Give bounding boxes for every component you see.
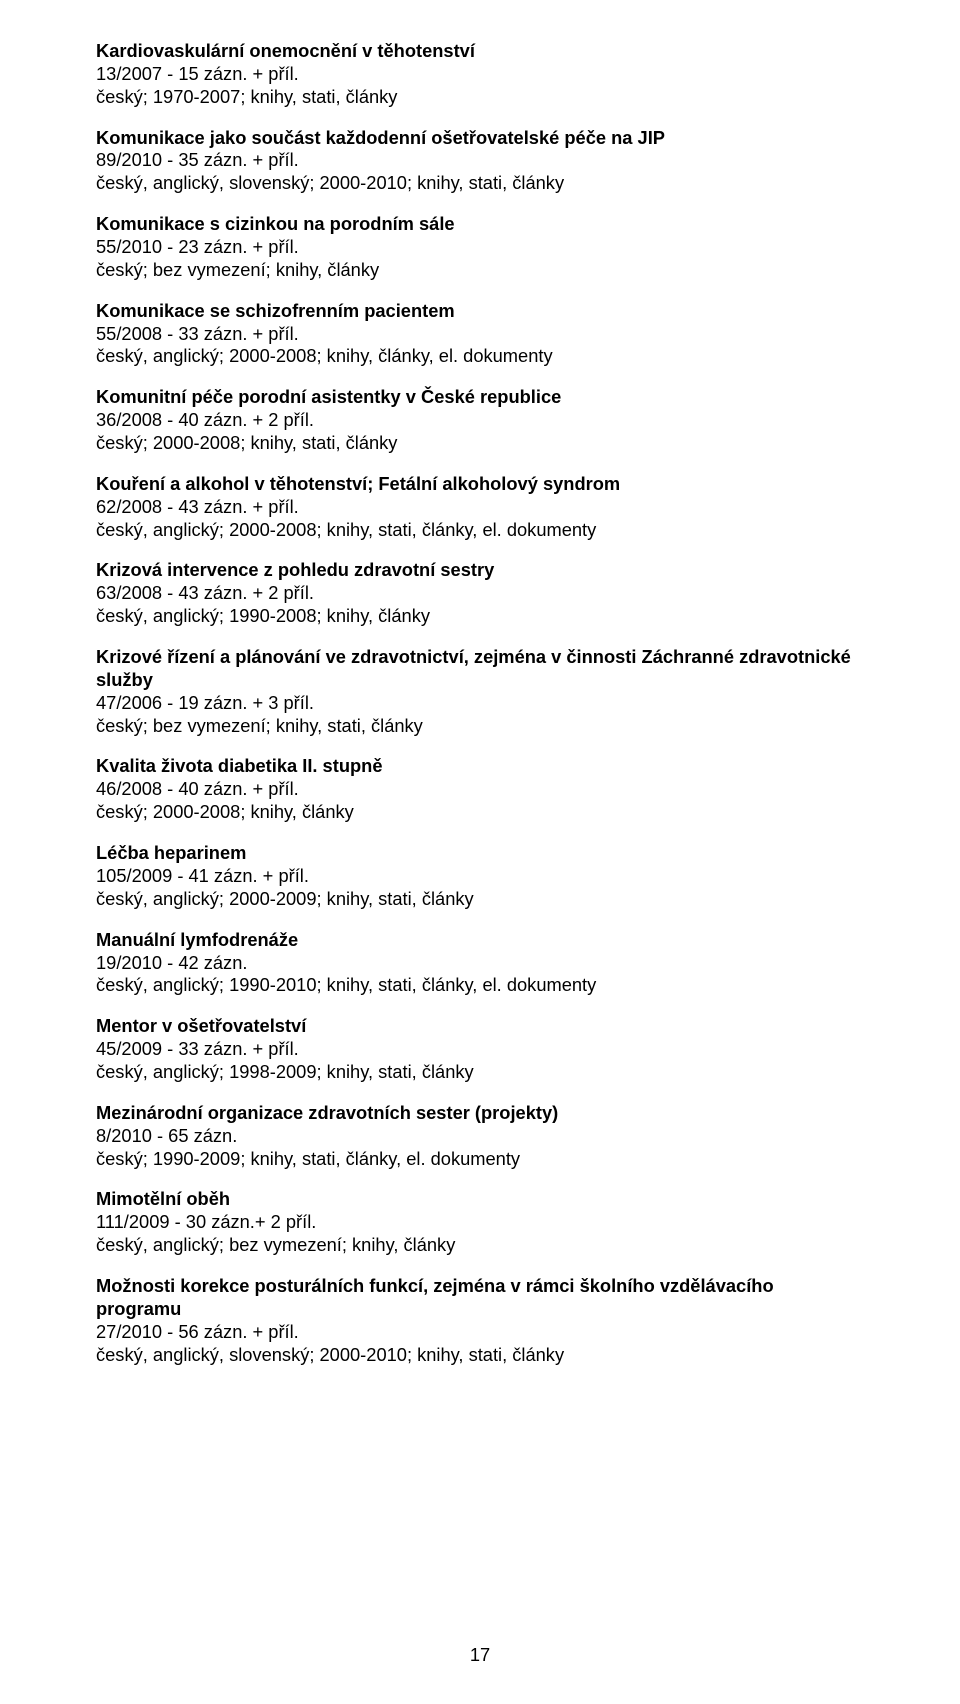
entry-langs: český, anglický; 1990-2010; knihy, stati…	[96, 974, 864, 997]
entry: Krizové řízení a plánování ve zdravotnic…	[96, 646, 864, 737]
entry-pages: 47/2006 - 19 zázn. + 3 příl.	[96, 692, 864, 715]
entry: Mentor v ošetřovatelství45/2009 - 33 záz…	[96, 1015, 864, 1084]
entry: Krizová intervence z pohledu zdravotní s…	[96, 559, 864, 628]
entry: Kardiovaskulární onemocnění v těhotenstv…	[96, 40, 864, 109]
entry: Mimotělní oběh111/2009 - 30 zázn.+ 2 pří…	[96, 1188, 864, 1257]
entries-list: Kardiovaskulární onemocnění v těhotenstv…	[96, 40, 864, 1366]
entry: Kvalita života diabetika II. stupně46/20…	[96, 755, 864, 824]
entry-pages: 89/2010 - 35 zázn. + příl.	[96, 149, 864, 172]
entry-langs: český, anglický, slovenský; 2000-2010; k…	[96, 172, 864, 195]
entry-title: Mentor v ošetřovatelství	[96, 1015, 864, 1038]
entry-title: Kouření a alkohol v těhotenství; Fetální…	[96, 473, 864, 496]
entry-langs: český; bez vymezení; knihy, články	[96, 259, 864, 282]
entry-pages: 45/2009 - 33 zázn. + příl.	[96, 1038, 864, 1061]
entry-title: Léčba heparinem	[96, 842, 864, 865]
entry-langs: český, anglický; 2000-2008; knihy, článk…	[96, 345, 864, 368]
entry: Komunikace s cizinkou na porodním sále55…	[96, 213, 864, 282]
entry-langs: český, anglický; bez vymezení; knihy, čl…	[96, 1234, 864, 1257]
entry-langs: český, anglický; 2000-2009; knihy, stati…	[96, 888, 864, 911]
entry: Komunitní péče porodní asistentky v Česk…	[96, 386, 864, 455]
entry-langs: český, anglický; 2000-2008; knihy, stati…	[96, 519, 864, 542]
entry: Komunikace se schizofrenním pacientem55/…	[96, 300, 864, 369]
entry-title: Komunikace se schizofrenním pacientem	[96, 300, 864, 323]
entry-pages: 111/2009 - 30 zázn.+ 2 příl.	[96, 1211, 864, 1234]
entry-title: Komunitní péče porodní asistentky v Česk…	[96, 386, 864, 409]
entry-langs: český; 2000-2008; knihy, články	[96, 801, 864, 824]
entry-pages: 8/2010 - 65 zázn.	[96, 1125, 864, 1148]
entry-pages: 63/2008 - 43 zázn. + 2 příl.	[96, 582, 864, 605]
page-number: 17	[0, 1644, 960, 1666]
entry-title: Krizové řízení a plánování ve zdravotnic…	[96, 646, 864, 692]
entry: Manuální lymfodrenáže19/2010 - 42 zázn.č…	[96, 929, 864, 998]
entry-pages: 55/2010 - 23 zázn. + příl.	[96, 236, 864, 259]
entry-title: Kardiovaskulární onemocnění v těhotenstv…	[96, 40, 864, 63]
entry: Mezinárodní organizace zdravotních seste…	[96, 1102, 864, 1171]
entry-pages: 19/2010 - 42 zázn.	[96, 952, 864, 975]
entry-pages: 27/2010 - 56 zázn. + příl.	[96, 1321, 864, 1344]
entry-langs: český, anglický, slovenský; 2000-2010; k…	[96, 1344, 864, 1367]
entry-pages: 105/2009 - 41 zázn. + příl.	[96, 865, 864, 888]
entry-title: Manuální lymfodrenáže	[96, 929, 864, 952]
entry: Komunikace jako součást každodenní ošetř…	[96, 127, 864, 196]
entry-pages: 13/2007 - 15 zázn. + příl.	[96, 63, 864, 86]
entry-title: Komunikace jako součást každodenní ošetř…	[96, 127, 864, 150]
entry: Možnosti korekce posturálních funkcí, ze…	[96, 1275, 864, 1366]
entry-title: Možnosti korekce posturálních funkcí, ze…	[96, 1275, 864, 1321]
entry-title: Krizová intervence z pohledu zdravotní s…	[96, 559, 864, 582]
entry-langs: český; 2000-2008; knihy, stati, články	[96, 432, 864, 455]
entry-langs: český, anglický; 1998-2009; knihy, stati…	[96, 1061, 864, 1084]
entry-langs: český; bez vymezení; knihy, stati, článk…	[96, 715, 864, 738]
entry-title: Mimotělní oběh	[96, 1188, 864, 1211]
entry-langs: český, anglický; 1990-2008; knihy, článk…	[96, 605, 864, 628]
entry-pages: 36/2008 - 40 zázn. + 2 příl.	[96, 409, 864, 432]
entry-langs: český; 1990-2009; knihy, stati, články, …	[96, 1148, 864, 1171]
entry-title: Kvalita života diabetika II. stupně	[96, 755, 864, 778]
entry-title: Komunikace s cizinkou na porodním sále	[96, 213, 864, 236]
entry-pages: 46/2008 - 40 zázn. + příl.	[96, 778, 864, 801]
entry: Kouření a alkohol v těhotenství; Fetální…	[96, 473, 864, 542]
entry-pages: 62/2008 - 43 zázn. + příl.	[96, 496, 864, 519]
entry-pages: 55/2008 - 33 zázn. + příl.	[96, 323, 864, 346]
entry-langs: český; 1970-2007; knihy, stati, články	[96, 86, 864, 109]
entry-title: Mezinárodní organizace zdravotních seste…	[96, 1102, 864, 1125]
entry: Léčba heparinem105/2009 - 41 zázn. + pří…	[96, 842, 864, 911]
